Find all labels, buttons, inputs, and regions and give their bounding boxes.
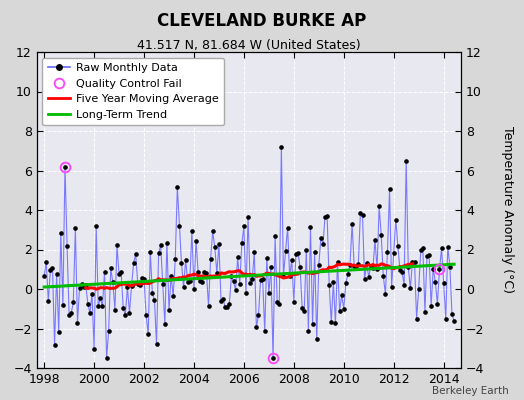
Y-axis label: Temperature Anomaly (°C): Temperature Anomaly (°C) [501, 126, 514, 294]
Text: Berkeley Earth: Berkeley Earth [432, 386, 508, 396]
Legend: Raw Monthly Data, Quality Control Fail, Five Year Moving Average, Long-Term Tren: Raw Monthly Data, Quality Control Fail, … [42, 58, 224, 125]
Title: 41.517 N, 81.684 W (United States): 41.517 N, 81.684 W (United States) [137, 39, 361, 52]
Text: CLEVELAND BURKE AP: CLEVELAND BURKE AP [157, 12, 367, 30]
